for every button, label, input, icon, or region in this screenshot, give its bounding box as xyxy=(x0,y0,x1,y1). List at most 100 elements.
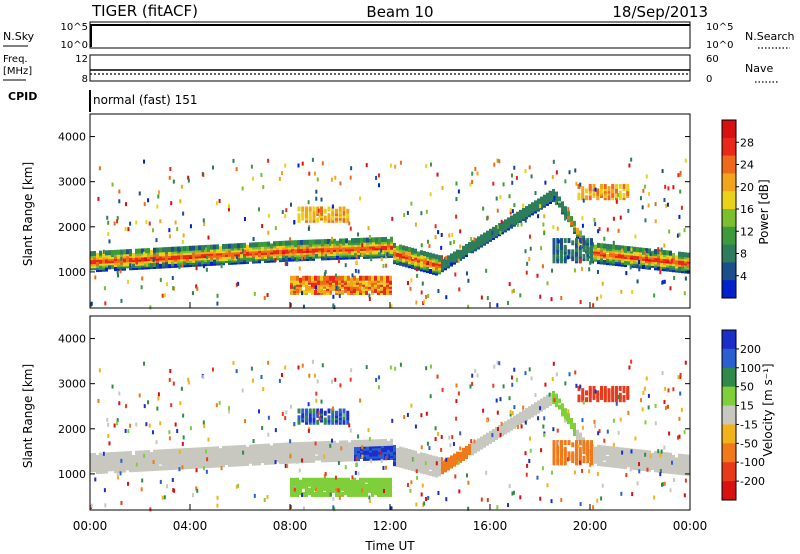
velocity-speckle xyxy=(530,376,533,381)
velocity-cell xyxy=(168,465,171,471)
power-cell xyxy=(552,258,556,264)
velocity-cell xyxy=(621,447,624,453)
velocity-cell xyxy=(353,477,356,483)
velocity-speckle xyxy=(263,497,266,502)
velocity-cell xyxy=(654,451,657,457)
velocity-speckle xyxy=(332,505,335,510)
velocity-cell xyxy=(317,485,320,491)
power-cell xyxy=(626,183,630,189)
power-cell xyxy=(333,238,336,244)
power-cell xyxy=(231,253,234,259)
velocity-cell xyxy=(105,468,108,474)
velocity-cell xyxy=(225,449,228,455)
velocity-cell xyxy=(296,477,299,483)
velocity-speckle xyxy=(340,446,343,451)
velocity-cell xyxy=(102,454,105,460)
power-speckle xyxy=(500,219,503,224)
power-cell xyxy=(317,275,320,281)
velocity-speckle xyxy=(579,502,582,507)
velocity-speckle xyxy=(520,424,523,429)
velocity-speckle xyxy=(603,438,606,443)
velocity-speckle xyxy=(434,426,437,431)
power-speckle xyxy=(227,207,230,212)
power-speckle xyxy=(511,180,514,185)
power-speckle xyxy=(647,203,650,208)
velocity-cell xyxy=(144,450,147,456)
power-cell xyxy=(207,244,210,250)
power-cell xyxy=(165,257,168,263)
velocity-speckle xyxy=(647,393,650,398)
velocity-cell xyxy=(588,385,592,391)
power-cell xyxy=(483,232,486,238)
velocity-cell xyxy=(603,461,606,467)
power-speckle xyxy=(601,281,604,286)
velocity-speckle xyxy=(668,431,671,436)
power-speckle xyxy=(127,279,130,284)
velocity-cell xyxy=(516,413,519,419)
velocity-cell xyxy=(305,408,308,414)
velocity-cell xyxy=(126,451,129,457)
velocity-speckle xyxy=(516,424,519,429)
power-speckle xyxy=(172,179,175,184)
power-cell xyxy=(525,206,528,212)
power-speckle xyxy=(524,249,527,254)
power-speckle xyxy=(496,158,499,163)
power-speckle xyxy=(509,210,512,215)
velocity-speckle xyxy=(539,406,542,411)
velocity-cell xyxy=(315,455,318,461)
power-cell xyxy=(311,275,314,281)
power-speckle xyxy=(301,256,304,261)
velocity-cell xyxy=(560,440,563,446)
velocity-speckle xyxy=(661,482,664,487)
power-cell xyxy=(586,238,590,244)
power-cell xyxy=(687,252,690,258)
velocity-speckle xyxy=(385,456,388,461)
power-speckle xyxy=(119,269,122,274)
velocity-speckle xyxy=(556,428,559,433)
colorbar-tick-label: -15 xyxy=(740,418,758,431)
velocity-cell xyxy=(672,455,675,461)
power-cell xyxy=(386,275,389,281)
power-cell xyxy=(563,256,567,262)
velocity-cell xyxy=(507,423,510,429)
velocity-speckle xyxy=(124,428,127,433)
velocity-speckle xyxy=(412,457,415,462)
power-cell xyxy=(324,239,327,245)
y-tick-label: 4000 xyxy=(58,131,86,144)
colorbar-swatch xyxy=(722,191,736,210)
power-speckle xyxy=(212,165,215,170)
power-speckle xyxy=(679,172,682,177)
velocity-cell xyxy=(374,477,377,483)
power-cell xyxy=(507,217,510,223)
power-cell xyxy=(144,252,147,258)
power-speckle xyxy=(243,217,246,222)
power-cell xyxy=(297,206,301,212)
power-speckle xyxy=(170,201,173,206)
velocity-cell xyxy=(282,442,285,448)
power-cell xyxy=(331,211,335,216)
power-speckle xyxy=(424,259,427,264)
nsearch-label: N.Search xyxy=(745,30,795,43)
velocity-speckle xyxy=(251,378,254,383)
velocity-cell xyxy=(123,459,126,465)
power-speckle xyxy=(498,159,501,164)
velocity-speckle xyxy=(654,421,657,426)
power-cell xyxy=(346,213,350,219)
power-speckle xyxy=(557,239,560,244)
velocity-cell xyxy=(498,425,501,431)
velocity-speckle xyxy=(189,426,192,431)
velocity-speckle xyxy=(284,416,287,421)
power-cell xyxy=(575,256,578,262)
power-cell xyxy=(552,238,556,244)
velocity-speckle xyxy=(116,475,119,480)
power-cell xyxy=(276,241,279,247)
power-speckle xyxy=(318,214,321,219)
power-speckle xyxy=(560,295,563,300)
power-cell xyxy=(577,183,581,189)
velocity-speckle xyxy=(113,423,116,428)
velocity-speckle xyxy=(168,430,171,435)
power-cell xyxy=(567,211,570,217)
velocity-speckle xyxy=(612,442,615,447)
power-speckle xyxy=(314,285,317,290)
